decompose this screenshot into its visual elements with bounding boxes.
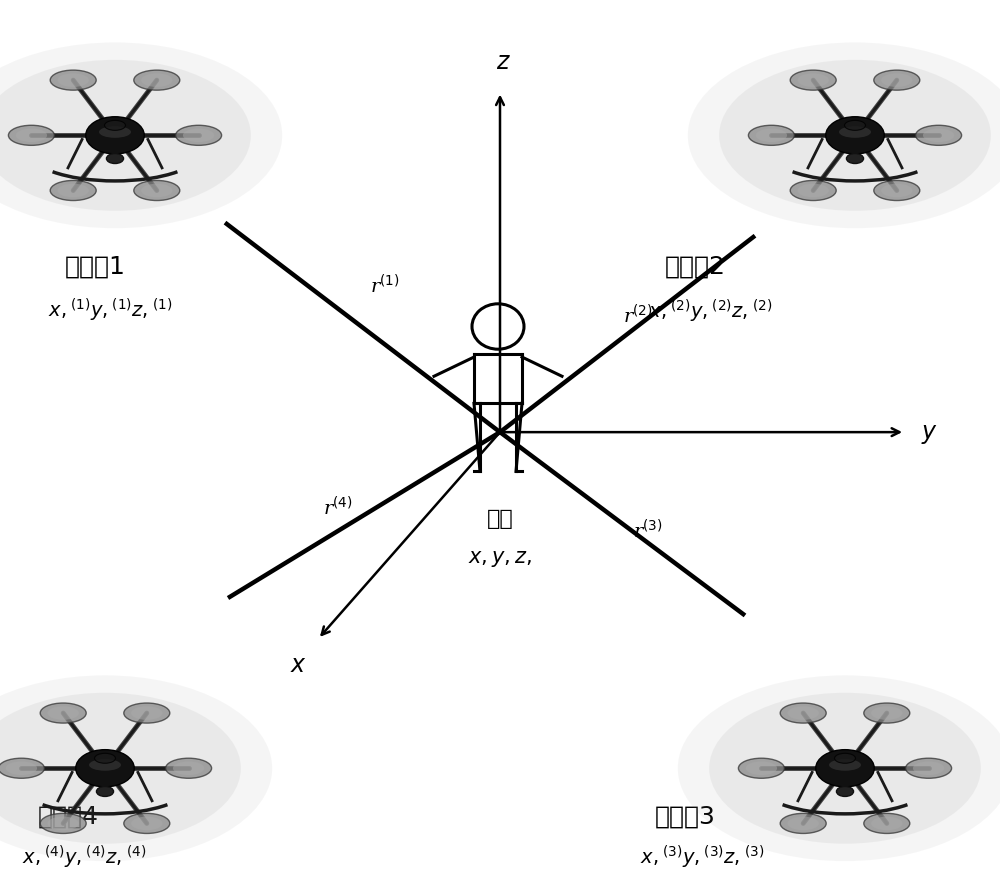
Ellipse shape (166, 759, 212, 778)
Ellipse shape (923, 128, 954, 142)
Ellipse shape (916, 126, 962, 145)
Ellipse shape (871, 816, 902, 830)
Text: 目标: 目标 (487, 510, 513, 529)
Ellipse shape (58, 73, 89, 87)
Ellipse shape (141, 183, 172, 197)
Ellipse shape (816, 750, 874, 787)
Ellipse shape (176, 126, 222, 145)
Ellipse shape (50, 70, 96, 90)
Ellipse shape (835, 753, 855, 763)
Ellipse shape (48, 706, 79, 720)
Ellipse shape (40, 703, 86, 723)
Text: r$^{(1)}$: r$^{(1)}$ (370, 275, 400, 298)
Ellipse shape (76, 750, 134, 787)
Ellipse shape (748, 126, 794, 145)
Ellipse shape (124, 814, 170, 834)
Ellipse shape (871, 706, 902, 720)
Ellipse shape (96, 787, 114, 796)
Ellipse shape (0, 693, 241, 843)
Text: y: y (922, 420, 936, 444)
Ellipse shape (839, 127, 871, 138)
Ellipse shape (780, 814, 826, 834)
Ellipse shape (738, 759, 784, 778)
Text: r$^{(3)}$: r$^{(3)}$ (633, 519, 663, 542)
Ellipse shape (173, 761, 204, 775)
Ellipse shape (790, 70, 836, 90)
Ellipse shape (0, 60, 251, 210)
Ellipse shape (864, 814, 910, 834)
Ellipse shape (846, 154, 864, 163)
Ellipse shape (845, 120, 865, 130)
Ellipse shape (99, 127, 131, 138)
Ellipse shape (780, 703, 826, 723)
Ellipse shape (95, 753, 115, 763)
Ellipse shape (134, 181, 180, 201)
Ellipse shape (788, 706, 819, 720)
Ellipse shape (6, 761, 37, 775)
Ellipse shape (48, 816, 79, 830)
Ellipse shape (0, 43, 282, 228)
Ellipse shape (58, 183, 89, 197)
Ellipse shape (709, 693, 981, 843)
Ellipse shape (881, 183, 912, 197)
Ellipse shape (874, 181, 920, 201)
Ellipse shape (0, 759, 44, 778)
Ellipse shape (40, 814, 86, 834)
Text: $x,^{(3)}y,^{(3)}z,^{(3)}$: $x,^{(3)}y,^{(3)}z,^{(3)}$ (640, 843, 764, 871)
Text: 无人机2: 无人机2 (665, 254, 726, 278)
Ellipse shape (183, 128, 214, 142)
Ellipse shape (134, 70, 180, 90)
Text: $x,^{(4)}y,^{(4)}z,^{(4)}$: $x,^{(4)}y,^{(4)}z,^{(4)}$ (22, 843, 146, 871)
Ellipse shape (790, 181, 836, 201)
Ellipse shape (141, 73, 172, 87)
Ellipse shape (756, 128, 787, 142)
Ellipse shape (719, 60, 991, 210)
Ellipse shape (124, 703, 170, 723)
Ellipse shape (50, 181, 96, 201)
Ellipse shape (105, 120, 125, 130)
Ellipse shape (131, 706, 162, 720)
Ellipse shape (881, 73, 912, 87)
Text: $x,y,z,$: $x,y,z,$ (468, 549, 532, 568)
Ellipse shape (0, 676, 272, 861)
Ellipse shape (874, 70, 920, 90)
Ellipse shape (829, 760, 861, 771)
Text: r$^{(2)}$: r$^{(2)}$ (623, 305, 653, 327)
Text: 无人机1: 无人机1 (65, 254, 126, 278)
Ellipse shape (678, 676, 1000, 861)
Ellipse shape (89, 760, 121, 771)
Ellipse shape (826, 117, 884, 154)
Text: 无人机3: 无人机3 (655, 804, 716, 828)
Ellipse shape (106, 154, 124, 163)
Ellipse shape (864, 703, 910, 723)
Ellipse shape (131, 816, 162, 830)
Ellipse shape (16, 128, 47, 142)
Text: $x,^{(2)}y,^{(2)}z,^{(2)}$: $x,^{(2)}y,^{(2)}z,^{(2)}$ (648, 298, 772, 326)
Ellipse shape (8, 126, 54, 145)
Ellipse shape (913, 761, 944, 775)
Ellipse shape (746, 761, 777, 775)
Ellipse shape (798, 183, 829, 197)
Ellipse shape (688, 43, 1000, 228)
Ellipse shape (788, 816, 819, 830)
Text: z: z (496, 51, 508, 74)
Text: 无人机4: 无人机4 (38, 804, 99, 828)
Ellipse shape (906, 759, 952, 778)
Text: r$^{(4)}$: r$^{(4)}$ (323, 497, 353, 519)
Ellipse shape (798, 73, 829, 87)
Ellipse shape (836, 787, 854, 796)
Text: $x,^{(1)}y,^{(1)}z,^{(1)}$: $x,^{(1)}y,^{(1)}z,^{(1)}$ (48, 296, 172, 324)
Ellipse shape (86, 117, 144, 154)
Text: x: x (291, 653, 305, 677)
